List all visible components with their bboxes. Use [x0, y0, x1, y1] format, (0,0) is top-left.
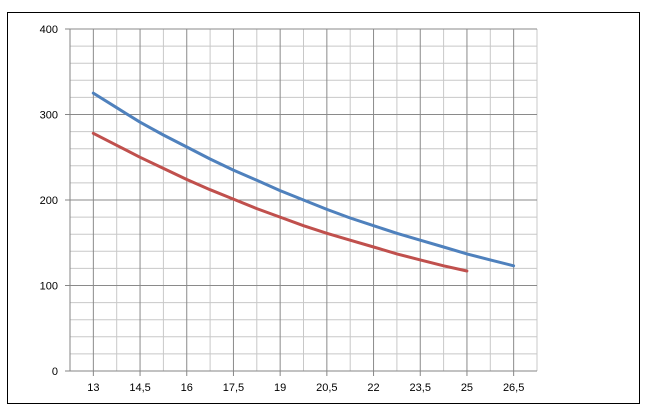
series-lines	[91, 91, 516, 273]
x-tick-label: 17,5	[223, 382, 244, 394]
x-tick-label: 19	[274, 382, 286, 394]
x-tick-label: 26,5	[503, 382, 524, 394]
x-tick-label: 20,5	[316, 382, 337, 394]
major-gridlines	[70, 28, 537, 371]
y-tick-label: 100	[40, 281, 58, 293]
x-axis-tick-labels: 13 14,5 16 17,5 19 20,5 22 23,5 25 26,5	[87, 382, 524, 394]
x-tick-label: 25	[461, 382, 473, 394]
y-tick-label: 0	[52, 366, 58, 378]
x-tick-label: 14,5	[129, 382, 150, 394]
axis-ticks	[65, 28, 515, 376]
series-line-2	[91, 131, 469, 273]
series-line-1	[91, 91, 516, 268]
y-axis-tick-labels: 0 100 200 300 400	[40, 24, 58, 378]
x-tick-label: 16	[181, 382, 193, 394]
y-tick-label: 300	[40, 110, 58, 122]
y-tick-label: 200	[40, 195, 58, 207]
y-tick-label: 400	[40, 24, 58, 36]
x-tick-label: 23,5	[410, 382, 431, 394]
x-tick-label: 22	[367, 382, 379, 394]
x-tick-label: 13	[87, 382, 99, 394]
